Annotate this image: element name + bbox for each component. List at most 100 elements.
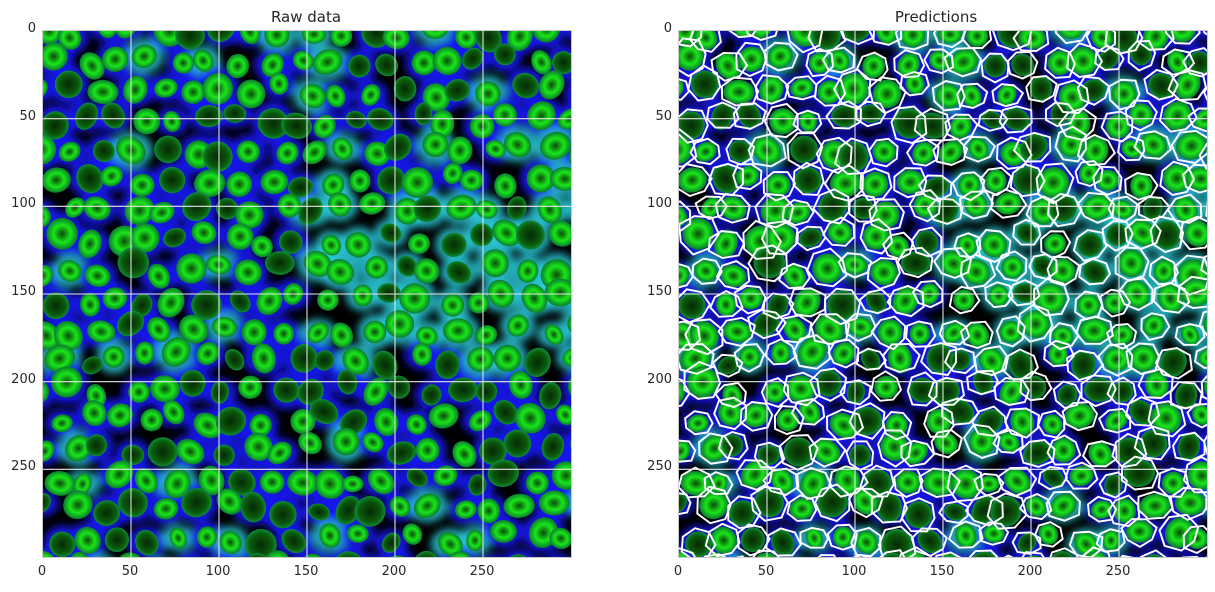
nucleus <box>307 503 330 521</box>
nucleus <box>1140 132 1168 158</box>
nucleus <box>53 321 83 351</box>
cell-boundary <box>877 429 913 468</box>
cell-boundary <box>754 74 790 105</box>
nucleus <box>551 51 571 74</box>
nucleus <box>1077 293 1101 317</box>
nucleus <box>354 495 386 527</box>
cell-boundary <box>917 174 953 203</box>
nucleus <box>281 529 307 554</box>
nucleus <box>455 31 478 49</box>
nucleus <box>162 399 185 425</box>
nucleus <box>467 346 495 372</box>
nucleus <box>1000 141 1027 166</box>
nucleus <box>169 527 187 549</box>
nucleus <box>421 384 442 406</box>
nucleus <box>269 72 289 95</box>
cell-boundary <box>1043 339 1076 368</box>
cell-boundary <box>1203 31 1207 36</box>
y-tick-label: 150 <box>11 284 36 299</box>
cell-boundary <box>805 47 835 78</box>
nucleus <box>909 322 931 345</box>
cell-boundary <box>995 250 1028 282</box>
nucleus <box>759 75 784 104</box>
nucleus <box>793 287 821 318</box>
cell-boundary <box>1124 218 1162 251</box>
nucleus <box>374 407 399 437</box>
cell-boundary <box>1140 312 1171 342</box>
nucleus <box>43 42 69 71</box>
nucleus <box>1185 166 1207 191</box>
nucleus <box>468 474 487 496</box>
cell-boundary <box>679 163 713 198</box>
cell-boundary <box>739 400 774 432</box>
nucleus <box>412 343 433 366</box>
cell-boundary <box>996 136 1033 170</box>
cell-boundary <box>941 397 980 426</box>
nucleus <box>128 381 150 403</box>
cell-boundary <box>980 52 1010 84</box>
nucleus <box>147 263 171 289</box>
cell-boundary <box>703 471 734 496</box>
cell-boundary <box>1120 518 1158 548</box>
cell-boundary <box>858 288 892 315</box>
cell-boundary <box>908 189 942 223</box>
nucleus <box>540 131 571 160</box>
nucleus <box>102 46 129 72</box>
nucleus <box>176 438 205 465</box>
cell-boundary <box>1094 45 1125 71</box>
nucleus <box>229 290 251 313</box>
nucleus <box>43 321 61 350</box>
nucleus <box>82 400 107 426</box>
cell-boundary <box>1097 342 1134 377</box>
nucleus <box>298 431 322 455</box>
nucleus <box>1082 261 1108 284</box>
nucleus <box>1177 433 1201 461</box>
cell-boundary <box>746 31 778 41</box>
nucleus <box>381 532 401 553</box>
nucleus <box>1148 72 1176 99</box>
nucleus <box>723 79 755 105</box>
nucleus <box>933 378 960 406</box>
cell-boundary <box>679 343 715 375</box>
nucleus <box>46 217 78 250</box>
y-tick-label: 100 <box>11 196 36 212</box>
nucleus <box>937 31 963 44</box>
cell-boundary <box>905 138 940 167</box>
cell-boundary <box>761 220 799 256</box>
cell-boundary <box>959 320 994 350</box>
x-tick-label: 200 <box>381 564 407 579</box>
nucleus <box>843 31 872 42</box>
nucleus <box>322 173 345 197</box>
nucleus <box>799 227 823 248</box>
nucleus <box>1083 136 1109 165</box>
nucleus <box>832 526 853 548</box>
nucleus <box>738 46 765 72</box>
nucleus <box>995 192 1022 215</box>
nucleus <box>492 219 522 247</box>
nucleus <box>1128 219 1158 247</box>
cell-boundary <box>1049 547 1079 557</box>
cell-boundary <box>896 246 934 279</box>
cell-boundary <box>778 262 811 290</box>
cell-boundary <box>763 41 799 72</box>
nucleus <box>58 141 81 162</box>
nucleus <box>104 527 129 553</box>
nucleus <box>366 107 394 131</box>
nucleus <box>335 495 361 525</box>
nucleus <box>191 290 222 320</box>
nucleus <box>96 31 118 39</box>
nucleus <box>133 108 161 135</box>
nucleus <box>1157 283 1184 313</box>
nucleus <box>1102 529 1120 552</box>
cell-boundary <box>781 198 815 227</box>
cell-boundary <box>717 430 749 461</box>
cell-boundary <box>1114 246 1150 282</box>
cell-boundary <box>1087 495 1118 523</box>
nucleus <box>123 75 148 104</box>
nucleus <box>298 197 323 225</box>
cell-boundary <box>773 405 805 436</box>
nucleus <box>352 284 373 307</box>
gridlines <box>679 31 1207 557</box>
nucleus <box>1121 139 1142 159</box>
cell-boundary <box>1200 374 1207 400</box>
